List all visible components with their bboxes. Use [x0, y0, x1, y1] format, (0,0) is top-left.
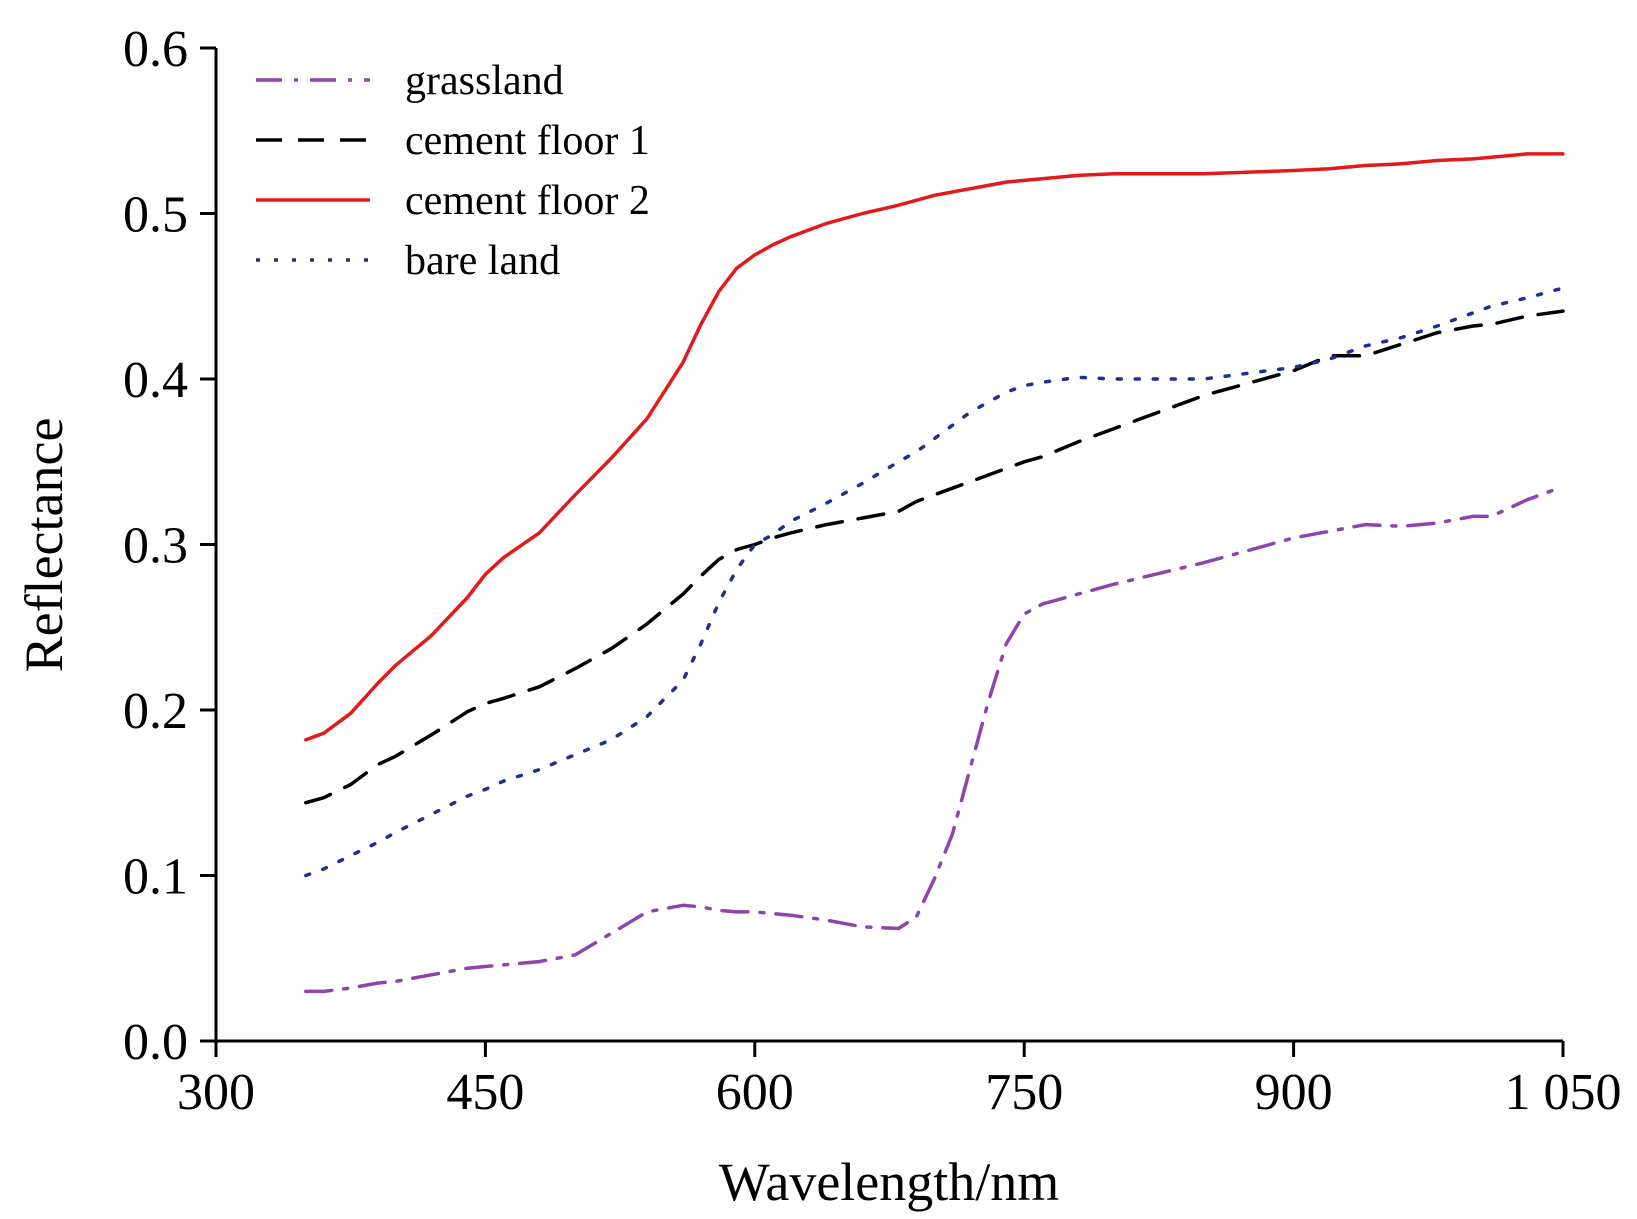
y-tick-label: 0.5 — [123, 187, 188, 244]
legend-label: grassland — [405, 58, 564, 104]
x-tick-label: 750 — [985, 1064, 1063, 1121]
x-tick-label: 1 050 — [1505, 1064, 1622, 1121]
y-tick-label: 0.0 — [123, 1014, 188, 1071]
x-tick-label: 300 — [177, 1064, 255, 1121]
legend-label: cement floor 2 — [405, 178, 650, 224]
y-tick-label: 0.1 — [123, 849, 188, 906]
x-tick-label: 450 — [446, 1064, 524, 1121]
x-axis-title: Wavelength/nm — [719, 1152, 1060, 1212]
legend: grassland cement floor 1 cement floor 2 bar… — [256, 58, 650, 284]
series-line-bare-land — [304, 286, 1565, 878]
y-ticks: 0.0 0.1 0.2 0.3 0.4 0.5 0.6 — [123, 21, 216, 1071]
series-line-cement-floor-1 — [304, 309, 1565, 805]
y-tick-label: 0.4 — [123, 352, 188, 409]
y-tick-label: 0.3 — [123, 518, 188, 575]
y-axis-title: Reflectance — [14, 418, 74, 673]
x-ticks: 300 450 600 750 900 1 050 — [177, 1041, 1622, 1121]
x-tick-label: 600 — [716, 1064, 794, 1121]
series-layer — [304, 152, 1565, 994]
y-tick-label: 0.2 — [123, 683, 188, 740]
legend-label: bare land — [405, 238, 560, 284]
x-tick-label: 900 — [1255, 1064, 1333, 1121]
series-line-grassland — [304, 484, 1565, 994]
y-tick-label: 0.6 — [123, 21, 188, 78]
legend-label: cement floor 1 — [405, 118, 650, 164]
series-line-cement-floor-2 — [304, 152, 1565, 742]
